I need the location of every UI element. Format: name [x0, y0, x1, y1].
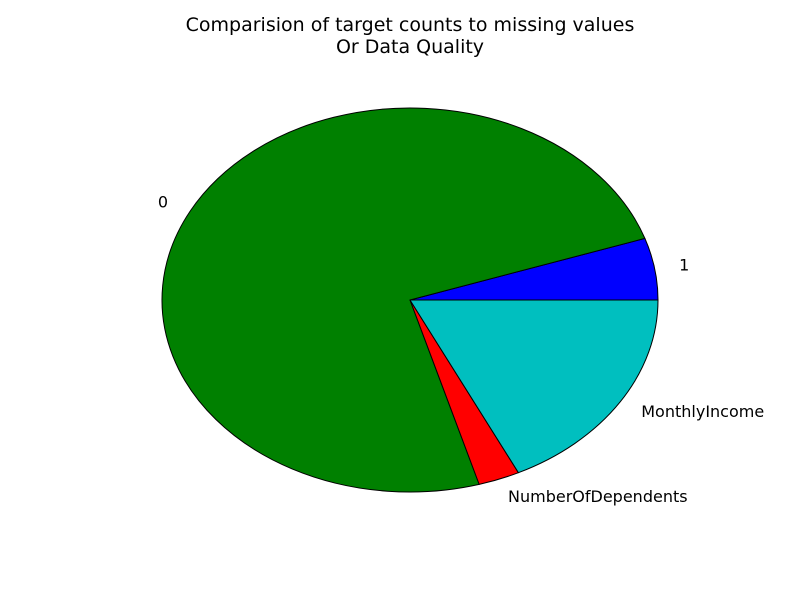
pie-slices — [161, 107, 659, 493]
pie-labels: 1 0 NumberOfDependents MonthlyIncome — [158, 192, 764, 506]
chart-title-line-1: Comparision of target counts to missing … — [186, 14, 635, 36]
pie-slice-3 — [409, 299, 659, 474]
pie-slice-1 — [161, 107, 646, 493]
pie-slice-label-2: NumberOfDependents — [508, 487, 688, 506]
chart-title-line-2: Or Data Quality — [336, 36, 484, 58]
pie-slice-label-1: 0 — [158, 192, 168, 211]
pie-slice-label-3: MonthlyIncome — [641, 402, 764, 421]
pie-slice-label-0: 1 — [679, 256, 689, 275]
chart-title: Comparision of target counts to missing … — [186, 14, 635, 58]
